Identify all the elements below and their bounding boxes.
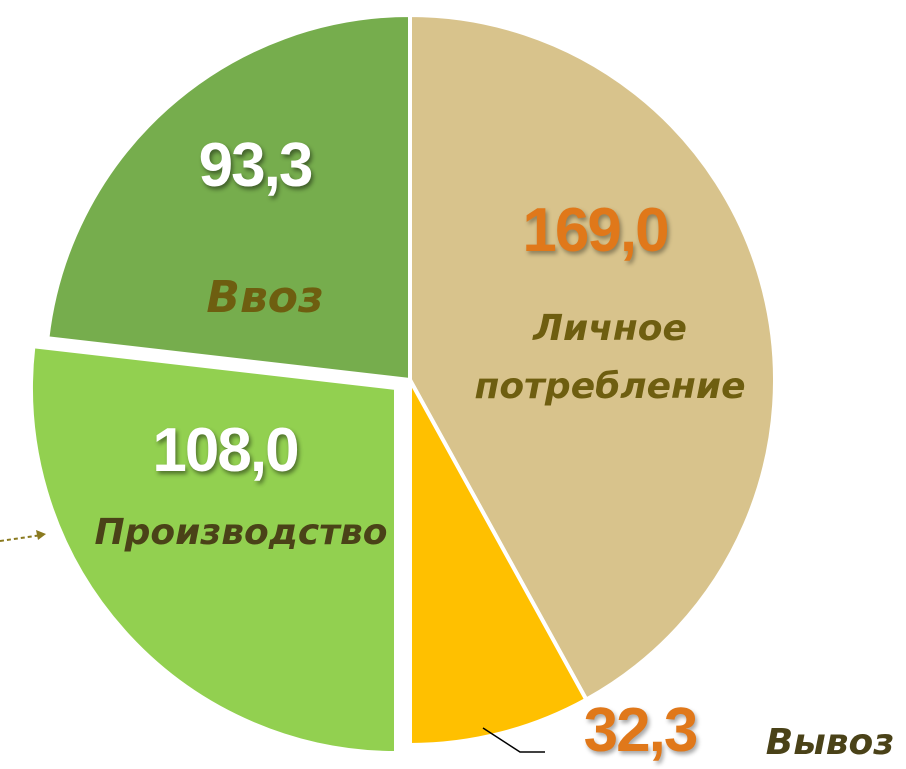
pie-slice <box>408 379 590 748</box>
pie-slice <box>29 344 398 756</box>
pie-slice <box>408 12 777 703</box>
pie-slice <box>45 12 412 383</box>
value-label: 169,0 <box>522 196 669 265</box>
slice-label: Производство <box>94 512 388 553</box>
arrow <box>0 534 43 542</box>
value-label: 93,3 <box>198 131 314 200</box>
value-label: 108,0 <box>152 416 299 485</box>
slice-label: Личное потребление <box>474 308 746 407</box>
leader-line <box>482 727 545 753</box>
value-label: 32,3 <box>583 696 699 765</box>
arrow-head <box>36 530 46 540</box>
slice-label: Вывоз <box>765 722 895 763</box>
slice-label: Ввоз <box>206 272 324 323</box>
